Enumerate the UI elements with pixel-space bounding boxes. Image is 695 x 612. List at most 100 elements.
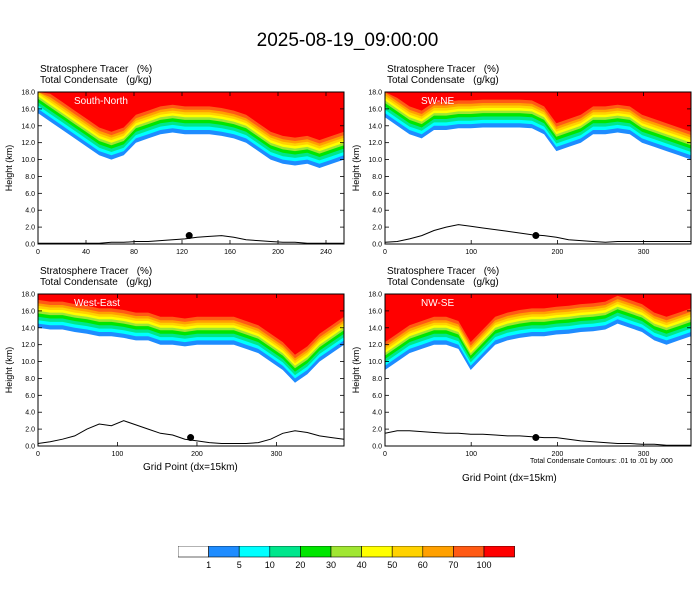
field-label: Stratosphere Tracer (%) [387,266,500,277]
y-tick-label: 10.0 [368,157,382,164]
plot-frame [384,293,692,447]
y-tick-label: 2.0 [372,427,382,434]
contour-label: Total Condensate (g/kg) [40,277,152,288]
x-tick-label: 300 [271,451,283,458]
x-tick-label: 200 [552,249,564,256]
colorbar-swatch [361,546,393,558]
y-tick-label: 18.0 [368,292,382,299]
y-tick-label: 4.0 [372,208,382,215]
y-tick-label: 0.0 [372,444,382,451]
x-tick-label: 0 [36,451,40,458]
x-axis-label-right: Grid Point (dx=15km) [462,473,557,484]
y-tick-label: 14.0 [21,123,35,130]
colorbar: 1 5 10 20 30 40 50 60 70 100 [178,546,515,570]
y-tick-label: 10.0 [21,157,35,164]
page-title: 2025-08-19_09:00:00 [256,30,439,51]
cross-section-west-east: 0.0 2.0 4.0 6.0 8.0 10.0 12.0 14.0 16.0 18.0 0 100 2… [4,292,345,458]
y-tick-label: 0.0 [25,444,35,451]
y-tick-label: 6.0 [372,393,382,400]
colorbar-swatch [178,546,209,558]
y-tick-label: 8.0 [25,174,35,181]
tracer-band-10 [385,92,691,132]
tracer-band-10 [38,294,344,355]
y-tick-label: 12.0 [368,140,382,147]
x-tick-label: 100 [112,451,124,458]
field-label: Stratosphere Tracer (%) [387,64,500,75]
x-tick-label: 120 [176,249,188,256]
colorbar-tick-label: 1 [206,560,211,570]
colorbar-swatch [391,546,424,558]
contour-label: Total Condensate (g/kg) [387,277,499,288]
colorbar-swatch [208,546,240,558]
cross-section-sw-ne: 0.0 2.0 4.0 6.0 8.0 10.0 12.0 14.0 16.0 18.0 0 100 2… [351,90,692,256]
y-tick-label: 12.0 [368,342,382,349]
colorbar-swatch [330,546,362,558]
x-tick-label: 300 [638,249,650,256]
y-axis-label: Height (km) [4,347,14,394]
panel-labels-west-east: Stratosphere Tracer (%) Total Condensate… [40,266,152,288]
x-tick-label: 240 [320,249,332,256]
colorbar-tick-label: 40 [357,560,367,570]
plot-frame [37,91,345,245]
y-tick-label: 8.0 [372,174,382,181]
x-tick-label: 0 [383,249,387,256]
y-tick-label: 14.0 [368,325,382,332]
x-tick-label: 100 [465,249,477,256]
colorbar-tick-label: 20 [295,560,305,570]
x-tick-label: 300 [638,451,650,458]
colorbar-swatch [269,546,301,558]
y-tick-label: 18.0 [21,90,35,97]
y-axis-label: Height (km) [351,347,361,394]
panel-labels-sw-ne: Stratosphere Tracer (%) Total Condensate… [387,64,499,86]
y-axis-label: Height (km) [4,145,14,192]
y-tick-label: 2.0 [372,225,382,232]
y-tick-label: 8.0 [372,376,382,383]
contour-note: Total Condensate Contours: .01 to .01 by… [530,458,673,465]
y-tick-label: 10.0 [368,359,382,366]
y-tick-label: 2.0 [25,427,35,434]
colorbar-swatch [422,546,454,558]
x-tick-label: 100 [465,451,477,458]
y-axis-label: Height (km) [351,145,361,192]
x-tick-label: 200 [191,451,203,458]
colorbar-swatch [300,546,332,558]
y-tick-label: 8.0 [25,376,35,383]
x-tick-label: 160 [224,249,236,256]
x-tick-label: 40 [82,249,90,256]
colorbar-tick-label: 5 [237,560,242,570]
tracer-band-10 [38,92,344,141]
y-tick-label: 0.0 [25,242,35,249]
y-tick-label: 12.0 [21,342,35,349]
contour-label: Total Condensate (g/kg) [387,75,499,86]
colorbar-tick-label: 50 [387,560,397,570]
y-tick-label: 14.0 [21,325,35,332]
y-tick-label: 0.0 [372,242,382,249]
tracer-band-10 [385,294,691,343]
x-tick-label: 0 [36,249,40,256]
colorbar-tick-label: 30 [326,560,336,570]
field-label: Stratosphere Tracer (%) [40,266,153,277]
field-label: Stratosphere Tracer (%) [40,64,153,75]
y-tick-label: 16.0 [368,308,382,315]
colorbar-tick-label: 10 [265,560,275,570]
y-tick-label: 4.0 [25,410,35,417]
colorbar-swatch [483,546,515,558]
colorbar-swatch [453,546,485,558]
location-marker [187,434,195,442]
cross-section-nw-se: 0.0 2.0 4.0 6.0 8.0 10.0 12.0 14.0 16.0 18.0 0 100 2… [351,292,692,458]
y-tick-label: 14.0 [368,123,382,130]
y-tick-label: 16.0 [21,106,35,113]
y-tick-label: 4.0 [372,410,382,417]
panel-name: West-East [74,298,120,309]
colorbar-tick-label: 100 [476,560,491,570]
contour-label: Total Condensate (g/kg) [40,75,152,86]
location-marker [185,232,193,240]
plot-frame [384,91,692,245]
y-tick-label: 6.0 [372,191,382,198]
y-tick-label: 16.0 [368,106,382,113]
colorbar-tick-label: 70 [448,560,458,570]
y-tick-label: 10.0 [21,359,35,366]
y-tick-label: 6.0 [25,191,35,198]
y-tick-label: 6.0 [25,393,35,400]
panel-name: NW-SE [421,298,454,309]
